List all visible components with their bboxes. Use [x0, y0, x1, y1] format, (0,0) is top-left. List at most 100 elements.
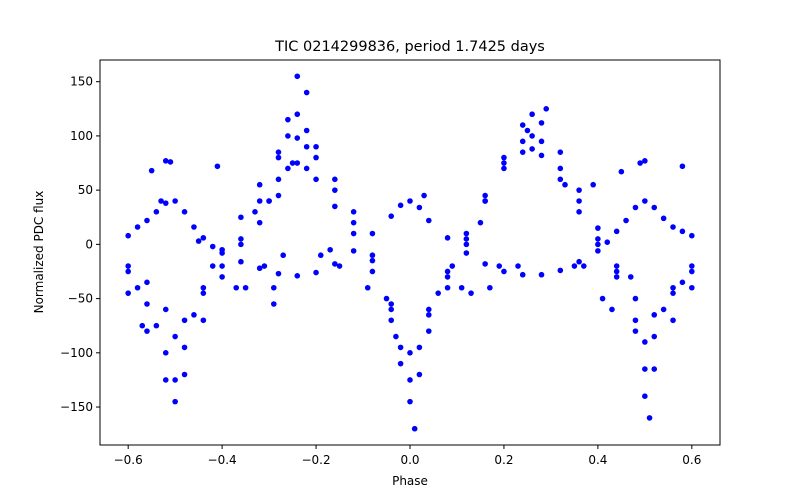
y-tick-label: −50 [68, 292, 93, 306]
data-point [383, 295, 390, 302]
x-tick-label: −0.6 [114, 453, 143, 467]
data-point [313, 176, 319, 183]
data-point [529, 133, 535, 139]
data-point [407, 198, 413, 204]
data-point [256, 198, 263, 204]
data-point [496, 263, 503, 269]
data-point [651, 312, 658, 318]
data-point [538, 138, 545, 145]
y-tick-label: 150 [70, 75, 93, 89]
data-point [632, 328, 639, 334]
data-point [181, 371, 188, 378]
data-point [195, 238, 202, 244]
data-point [125, 290, 131, 296]
data-point [670, 290, 676, 296]
data-point [332, 187, 338, 193]
data-point [397, 202, 404, 209]
y-axis: −150 −100 −50 0 50 100 150 [60, 75, 100, 414]
data-point [256, 265, 263, 272]
data-point [191, 224, 197, 230]
chart-title: TIC 0214299836, period 1.7425 days [274, 39, 545, 55]
data-point [679, 279, 686, 286]
data-point [181, 209, 188, 215]
data-point [689, 284, 695, 291]
data-point [219, 274, 225, 280]
data-point [313, 154, 319, 161]
data-point [238, 236, 244, 242]
data-point [425, 217, 432, 224]
data-point [125, 268, 131, 275]
y-tick-label: −100 [60, 346, 93, 360]
data-point [167, 159, 174, 165]
data-point [209, 243, 216, 250]
data-point [444, 274, 451, 280]
data-point [144, 279, 150, 286]
data-point [256, 181, 263, 188]
data-point [294, 111, 301, 118]
data-point [280, 252, 286, 259]
data-point [595, 236, 601, 242]
data-point [576, 209, 582, 215]
data-point [576, 198, 582, 204]
y-tick-label: 0 [85, 237, 93, 251]
data-point [238, 258, 244, 265]
data-point [313, 143, 319, 150]
data-point [637, 160, 643, 166]
data-point [529, 146, 535, 152]
data-point [200, 317, 207, 324]
data-point [125, 263, 131, 269]
data-point [679, 228, 686, 235]
data-point [463, 230, 470, 237]
data-point [144, 301, 150, 307]
data-point [388, 213, 395, 219]
data-point [670, 224, 676, 230]
data-point [162, 158, 169, 164]
data-point [181, 317, 188, 324]
data-point [191, 312, 197, 318]
data-point [425, 328, 432, 334]
data-point [158, 198, 164, 204]
data-point [200, 290, 207, 296]
x-tick-label: 0.4 [588, 453, 607, 467]
data-point [407, 377, 413, 383]
data-point [200, 235, 207, 241]
data-point [275, 270, 282, 277]
data-point [411, 425, 418, 432]
data-point [162, 306, 169, 313]
data-point [501, 165, 507, 172]
data-point [350, 209, 357, 215]
data-point [252, 209, 258, 215]
data-point [369, 252, 376, 259]
data-point [613, 274, 620, 280]
data-point [303, 127, 310, 134]
data-point [172, 398, 178, 405]
data-point [397, 344, 404, 351]
data-point [275, 192, 282, 199]
x-tick-label: 0.0 [400, 453, 419, 467]
data-point [613, 268, 620, 275]
data-point [487, 284, 493, 291]
data-point [557, 165, 564, 172]
data-point [388, 301, 395, 307]
data-point [162, 350, 169, 356]
data-point [153, 209, 160, 215]
data-point [449, 263, 456, 269]
data-point [134, 224, 141, 230]
data-point [595, 241, 601, 248]
data-point [651, 333, 658, 340]
data-point [416, 371, 423, 378]
data-point [519, 122, 526, 128]
data-point [369, 230, 376, 237]
data-point [519, 138, 526, 145]
data-point [538, 152, 545, 159]
data-point [562, 181, 568, 188]
data-point [580, 263, 587, 269]
data-point [270, 284, 277, 291]
data-point [557, 267, 564, 274]
data-point [270, 301, 277, 307]
data-point [139, 322, 146, 329]
data-point [313, 269, 319, 276]
data-point [604, 239, 611, 245]
data-point [689, 268, 695, 275]
